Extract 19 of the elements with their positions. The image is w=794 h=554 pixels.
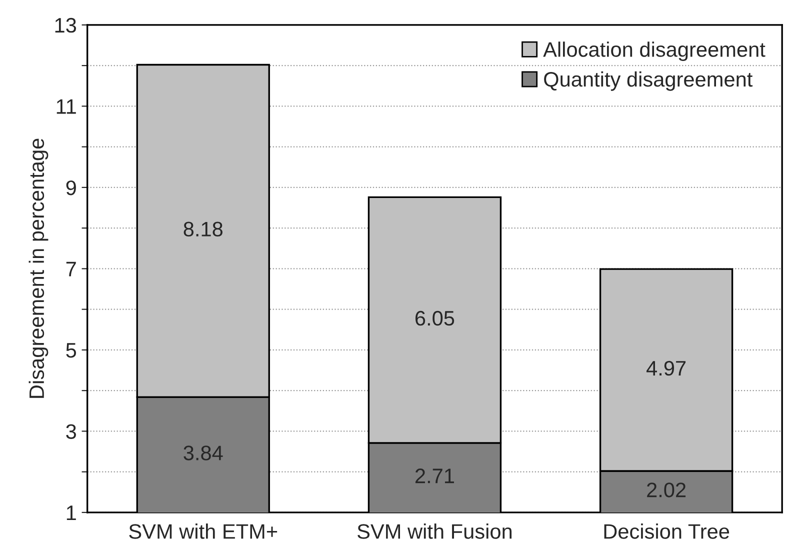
x-tick-label: Decision Tree bbox=[604, 524, 730, 539]
data-label: 2.71 bbox=[415, 468, 454, 484]
y-tick-label: 9 bbox=[66, 180, 76, 196]
data-label: 6.05 bbox=[416, 310, 454, 326]
x-tick-label: SVM with Fusion bbox=[358, 524, 512, 539]
y-tick-label: 3 bbox=[66, 424, 76, 439]
y-axis-title: Disagreement in percentage bbox=[28, 138, 48, 398]
data-label: 2.02 bbox=[647, 482, 686, 498]
legend-label: Allocation disagreement bbox=[543, 42, 766, 62]
data-label: 8.18 bbox=[184, 222, 222, 236]
x-tick-label: SVM with ETM+ bbox=[129, 524, 278, 539]
data-label: 4.97 bbox=[646, 360, 686, 376]
y-tick-label: 11 bbox=[56, 99, 76, 114]
data-label: 3.84 bbox=[184, 446, 223, 460]
y-tick-label: 13 bbox=[55, 18, 76, 33]
legend-label: Quantity disagreement bbox=[544, 71, 753, 91]
y-tick-label: 1 bbox=[66, 506, 76, 520]
y-tick-label: 7 bbox=[66, 262, 76, 276]
y-tick-label: 5 bbox=[66, 343, 76, 358]
